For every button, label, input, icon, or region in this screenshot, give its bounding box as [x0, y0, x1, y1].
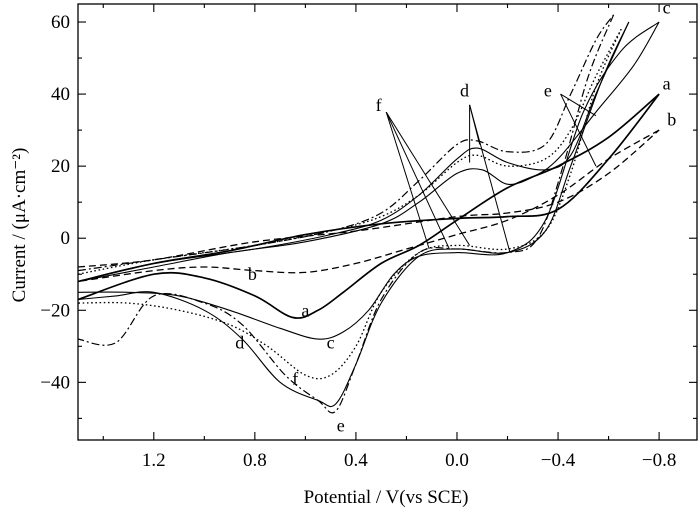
- leader-line: [385, 111, 430, 250]
- y-tick-label: −20: [40, 300, 70, 321]
- curve-label-c: c: [327, 333, 335, 353]
- series-f-reverse-sweep: [77, 28, 622, 380]
- y-tick-label: 60: [51, 12, 70, 33]
- series-e: [77, 14, 615, 414]
- y-tick-label: 40: [51, 84, 70, 105]
- series-c-forward-sweep: [77, 21, 660, 283]
- curve-label-f: f: [292, 369, 298, 389]
- plot-border: [77, 3, 698, 441]
- curve-label-b: b: [667, 109, 676, 129]
- leader-line: [469, 104, 511, 253]
- series-f-forward-sweep: [77, 28, 622, 275]
- axis-ticks: 1.2 0.8 0.4 0.0 −0.4 −0.8 60 40 20 0 −20 −40: [40, 4, 697, 471]
- curve-label-e: e: [544, 80, 552, 100]
- y-tick-label: 20: [51, 156, 70, 177]
- axis-titles: Potential / V(vs SCE) Current / (μA·cm⁻²…: [9, 148, 468, 508]
- leader-line: [560, 93, 597, 167]
- x-tick-label: 0.4: [344, 450, 368, 471]
- curve-label-b: b: [248, 264, 257, 284]
- leader-line: [385, 111, 471, 246]
- series-e-forward-sweep: [77, 14, 615, 272]
- x-tick-label: −0.4: [541, 450, 576, 471]
- x-tick-label: 0.8: [243, 450, 267, 471]
- curve-label-a: a: [301, 300, 309, 320]
- series-f: [77, 28, 622, 380]
- y-tick-label: 0: [61, 228, 71, 249]
- x-tick-label: 1.2: [142, 450, 166, 471]
- series-c-reverse-sweep: [77, 21, 660, 340]
- curves: [77, 14, 660, 414]
- leader-lines: [385, 93, 597, 253]
- series-e-reverse-sweep: [77, 14, 615, 414]
- series-a-forward-sweep: [77, 93, 660, 283]
- curve-label-d: d: [235, 333, 244, 353]
- series-d-forward-sweep: [77, 21, 630, 283]
- curve-label-d: d: [460, 80, 469, 100]
- curve-label-e: e: [337, 416, 345, 436]
- x-tick-label: −0.8: [642, 450, 676, 471]
- plot-frame: [77, 3, 698, 441]
- x-axis-title: Potential / V(vs SCE): [304, 487, 469, 508]
- series-a-reverse-sweep: [77, 93, 660, 319]
- series-b-forward-sweep: [77, 129, 660, 268]
- curve-label-f: f: [376, 95, 382, 115]
- curve-label-c: c: [663, 0, 671, 18]
- series-c: [77, 21, 660, 340]
- x-tick-label: 0.0: [445, 450, 469, 471]
- leader-line: [385, 111, 450, 250]
- series-a: [77, 93, 660, 319]
- curve-label-a: a: [663, 73, 671, 93]
- y-axis-title: Current / (μA·cm⁻²): [9, 148, 30, 303]
- leader-line: [560, 93, 597, 117]
- y-tick-label: −40: [40, 372, 70, 393]
